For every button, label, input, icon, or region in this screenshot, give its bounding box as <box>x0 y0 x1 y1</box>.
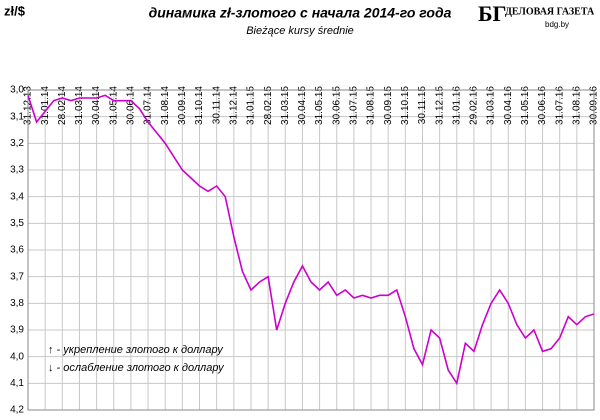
y-tick-label: 4,1 <box>10 378 24 389</box>
annotation: ↑ - укрепление злотого к доллару <box>48 344 224 356</box>
x-tick-label: 31.01.15 <box>246 86 257 125</box>
y-tick-label: 3,4 <box>10 191 24 202</box>
x-tick-label: 31.12.15 <box>434 86 445 125</box>
x-tick-label: 30.06.16 <box>537 86 548 125</box>
y-tick-label: 4,0 <box>10 351 24 362</box>
annotation: ↓ - ослабление злотого к доллару <box>48 362 225 374</box>
x-tick-label: 31.10.14 <box>194 86 205 125</box>
plot: 3,0 3,1 3,2 3,3 3,4 3,5 3,6 3,7 3,8 3,9 4,0 4,1 4,2 3… <box>10 85 600 416</box>
x-tick-label: 31.03.16 <box>486 86 497 125</box>
x-tick-label: 30.06.14 <box>126 86 137 125</box>
x-tick-label: 31.05.16 <box>520 86 531 125</box>
x-tick-label: 31.08.16 <box>571 86 582 125</box>
x-tick-label: 31.07.16 <box>554 86 565 125</box>
x-tick-label: 31.10.15 <box>400 86 411 125</box>
x-tick-label: 30.11.15 <box>417 86 428 125</box>
y-tick-label: 3,6 <box>10 245 24 256</box>
x-tick-label: 30.09.14 <box>177 86 188 125</box>
x-tick-label: 30.04.14 <box>91 86 102 125</box>
chart-subtitle: Bieżące kursy średnie <box>246 25 354 37</box>
logo-name: ДЕЛОВАЯ ГАЗЕТА <box>505 6 595 17</box>
y-tick-label: 3,8 <box>10 298 24 309</box>
y-tick-label: 3,3 <box>10 165 24 176</box>
x-tick-label: 30.06.15 <box>331 86 342 125</box>
x-tick-label: 31.05.14 <box>108 86 119 125</box>
y-tick-label: 3,9 <box>10 325 24 336</box>
x-tick-label: 28.02.15 <box>263 86 274 125</box>
x-tick-label: 31.05.15 <box>314 86 325 125</box>
x-tick-label: 31.01.14 <box>40 86 51 125</box>
x-tick-label: 31.01.16 <box>451 86 462 125</box>
x-tick-label: 30.04.15 <box>297 86 308 125</box>
x-tick-label: 31.07.14 <box>143 86 154 125</box>
y-tick-label: 3,1 <box>10 111 24 122</box>
x-tick-label: 30.11.14 <box>211 86 222 125</box>
y-tick-label: 3,2 <box>10 138 24 149</box>
x-tick-label: 31.07.15 <box>349 86 360 125</box>
chart-title: динамика zł-злотого с начала 2014-го год… <box>149 5 452 21</box>
x-tick-label: 29.02.16 <box>469 86 480 125</box>
x-tick-label: 31.08.15 <box>366 86 377 125</box>
plot-border <box>27 89 595 411</box>
x-tick-label: 31.12.14 <box>228 86 239 125</box>
x-tick-label: 30.09.15 <box>383 86 394 125</box>
y-tick-label: 3,5 <box>10 218 24 229</box>
x-tick-label: 28.02.14 <box>57 86 68 125</box>
x-tick-label: 31.03.15 <box>280 86 291 125</box>
y-axis-label: zł/$ <box>4 3 26 18</box>
x-tick-label: 31.08.14 <box>160 86 171 125</box>
logo-mark: БГ <box>478 1 507 26</box>
y-tick-label: 4,2 <box>10 405 24 416</box>
x-tick-label: 31.03.14 <box>74 86 85 125</box>
y-tick-label: 3,7 <box>10 271 24 282</box>
logo-site: bdg.by <box>545 20 569 29</box>
x-tick-label: 30.04.16 <box>503 86 514 125</box>
data-line <box>27 94 595 386</box>
y-tick-label: 3,0 <box>10 85 24 96</box>
